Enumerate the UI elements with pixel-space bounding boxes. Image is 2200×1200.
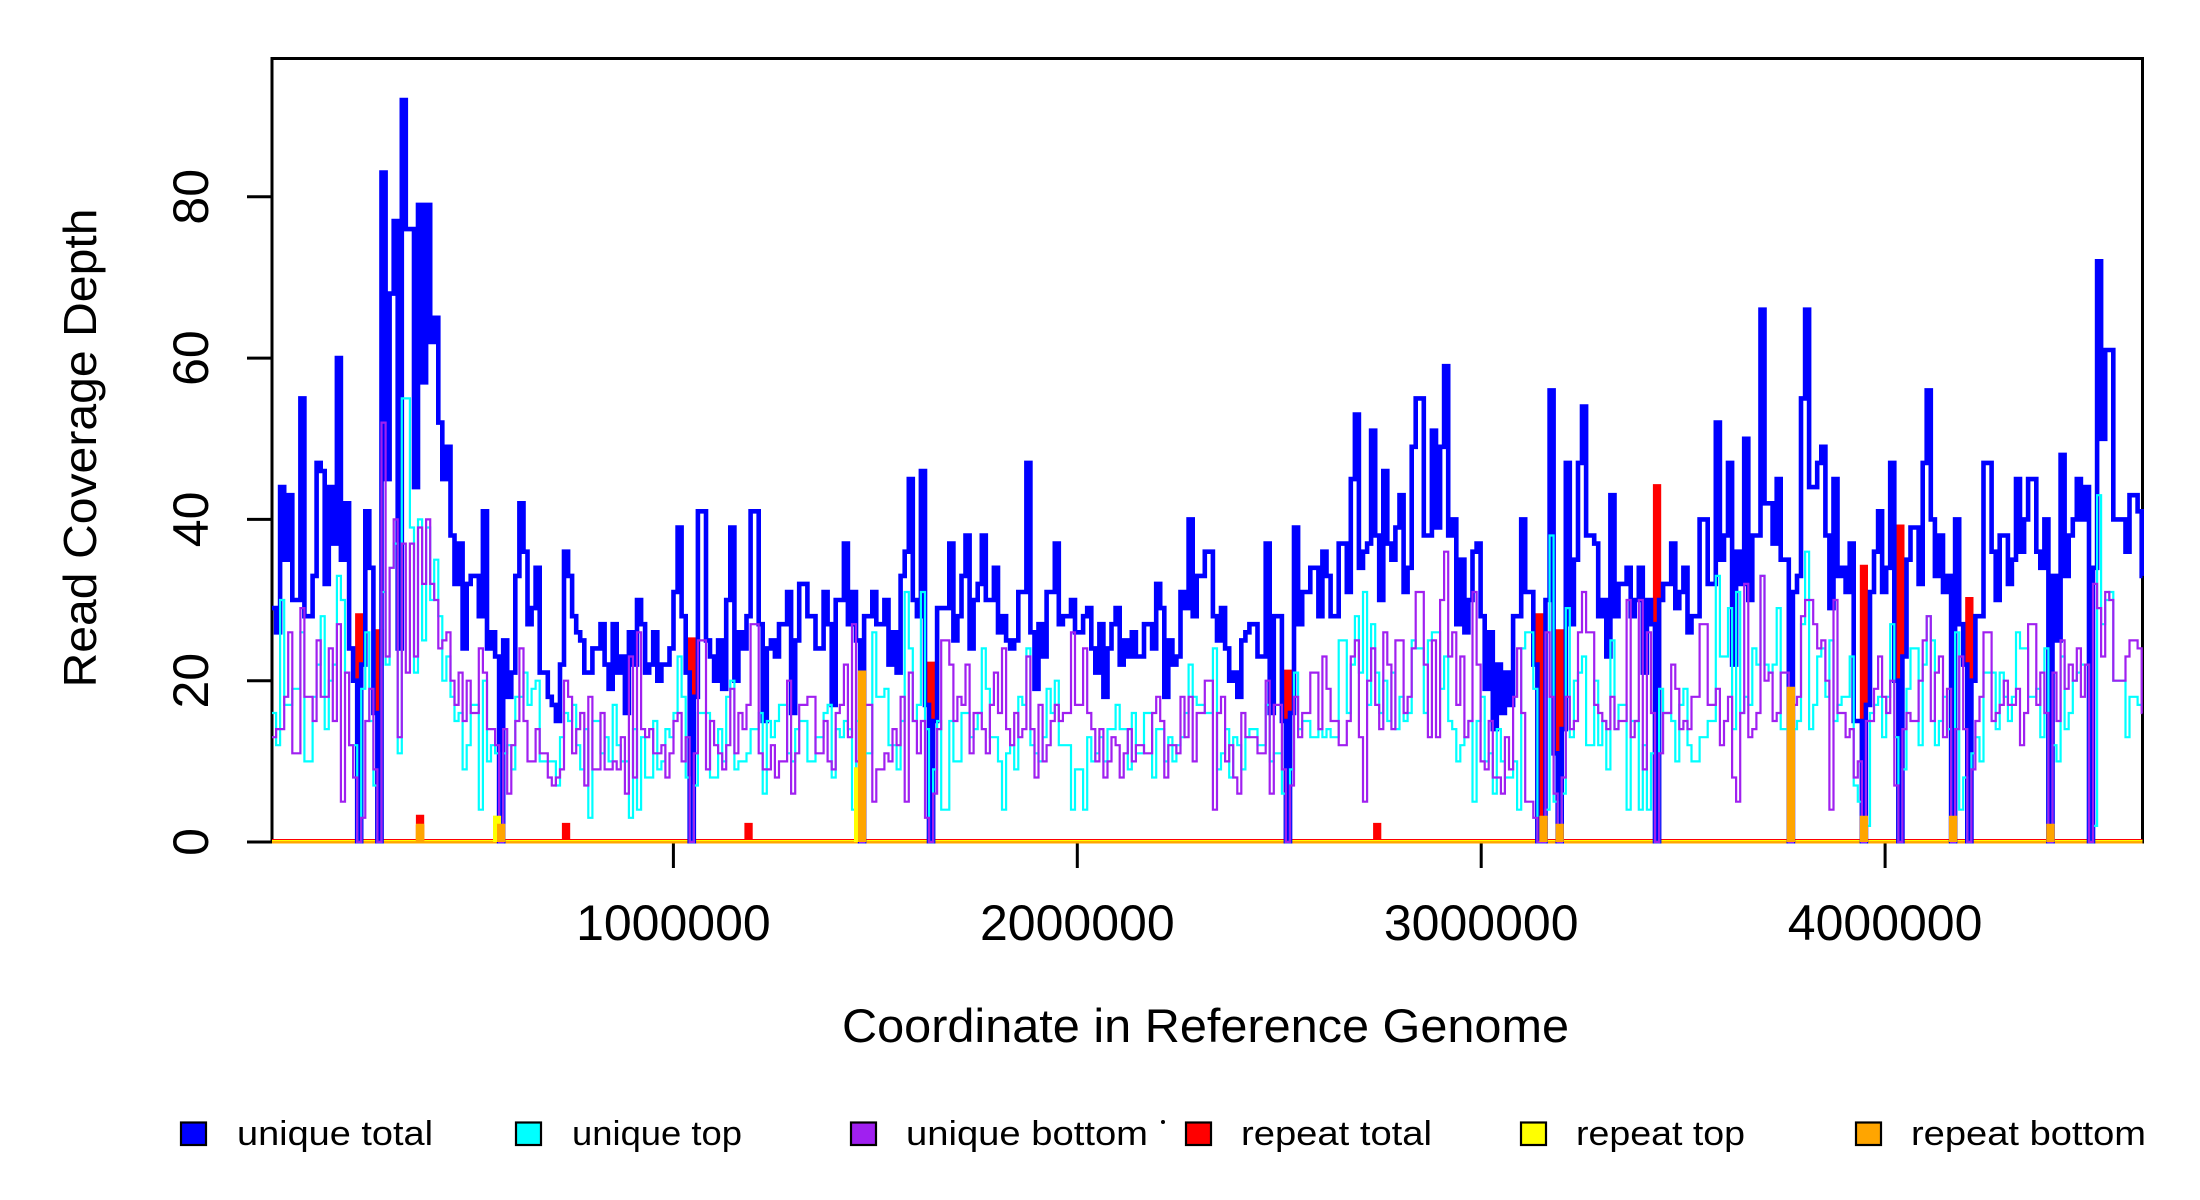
svg-text:repeat top: repeat top [1576,1115,1745,1153]
svg-text:repeat bottom: repeat bottom [1911,1115,2146,1153]
svg-text:unique top: unique top [572,1115,742,1153]
svg-text:1000000: 1000000 [576,895,771,951]
svg-text:4000000: 4000000 [1788,895,1983,951]
svg-text:unique bottom: unique bottom [906,1115,1148,1153]
svg-text:repeat total: repeat total [1241,1115,1432,1153]
svg-text:80: 80 [163,169,219,225]
svg-text:0: 0 [163,828,219,856]
svg-text:20: 20 [163,653,219,709]
svg-text:unique total: unique total [237,1115,433,1153]
svg-text:Read Coverage Depth: Read Coverage Depth [54,208,106,687]
svg-text:Coordinate in Reference Genome: Coordinate in Reference Genome [842,999,1569,1052]
svg-text:2000000: 2000000 [980,895,1175,951]
svg-text:3000000: 3000000 [1384,895,1579,951]
svg-text:60: 60 [163,330,219,386]
svg-text:40: 40 [163,492,219,548]
